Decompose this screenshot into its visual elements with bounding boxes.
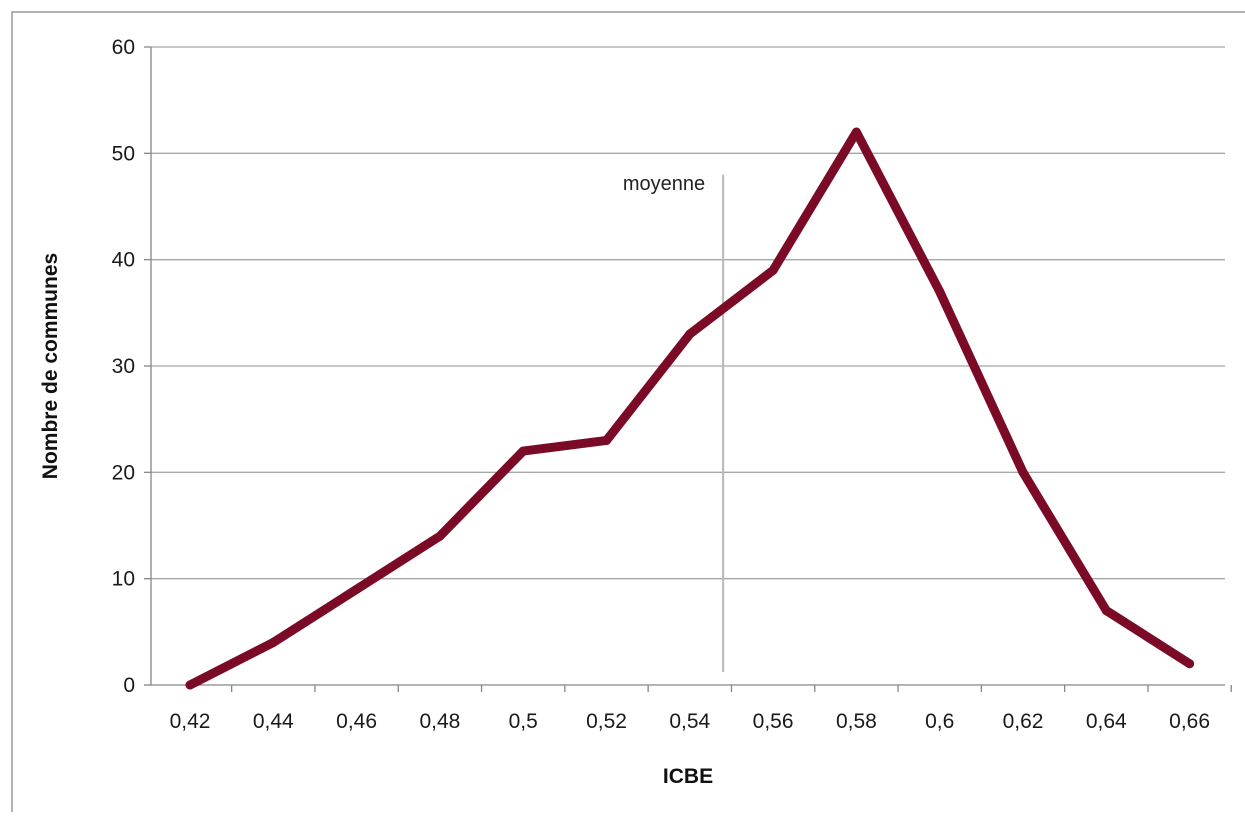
data-point bbox=[1101, 606, 1111, 616]
x-tick-label: 0,64 bbox=[1086, 710, 1127, 733]
data-point bbox=[768, 265, 778, 275]
x-tick-label: 0,5 bbox=[509, 710, 538, 733]
data-point bbox=[352, 584, 362, 594]
series-line bbox=[185, 127, 1195, 690]
data-point bbox=[602, 435, 611, 445]
x-tick-label: 0,44 bbox=[253, 710, 294, 733]
axes bbox=[144, 46, 1232, 692]
x-tick-label: 0,42 bbox=[170, 710, 211, 733]
x-tick-labels: 0,42 0,44 0,46 0,48 0,5 0,52 0,54 0,56 0,58 0,6 0,… bbox=[170, 710, 1210, 733]
grid-lines bbox=[151, 46, 1225, 580]
mean-annotation: moyenne bbox=[623, 173, 725, 672]
data-point bbox=[935, 287, 945, 297]
data-point bbox=[685, 329, 695, 339]
data-point bbox=[851, 127, 861, 137]
y-tick-label: 0 bbox=[123, 674, 135, 697]
x-tick-label: 0,46 bbox=[336, 710, 377, 733]
x-tick-label: 0,62 bbox=[1003, 710, 1044, 733]
y-tick-label: 60 bbox=[112, 36, 135, 59]
y-tick-label: 20 bbox=[112, 461, 135, 484]
series-layer bbox=[185, 127, 1195, 690]
x-tick-label: 0,56 bbox=[753, 710, 794, 733]
x-tick-label: 0,54 bbox=[669, 710, 710, 733]
x-tick-label: 0,6 bbox=[925, 710, 954, 733]
x-tick-label: 0,58 bbox=[836, 710, 877, 733]
data-point bbox=[435, 531, 445, 541]
data-point bbox=[1018, 467, 1028, 477]
mean-label: moyenne bbox=[623, 173, 705, 195]
y-axis-title: Nombre de communes bbox=[39, 253, 62, 479]
data-point bbox=[185, 680, 195, 690]
data-point bbox=[518, 446, 528, 456]
y-tick-label: 40 bbox=[112, 249, 135, 272]
x-axis-title: ICBE bbox=[663, 765, 713, 788]
x-tick-label: 0,52 bbox=[586, 710, 627, 733]
x-tick-label: 0,66 bbox=[1169, 710, 1210, 733]
data-point bbox=[1185, 659, 1195, 669]
y-tick-label: 50 bbox=[112, 142, 135, 165]
y-tick-labels: 0 10 20 30 40 50 60 bbox=[112, 36, 135, 697]
y-tick-label: 30 bbox=[112, 355, 135, 378]
chart-border bbox=[11, 11, 1245, 817]
x-tick-label: 0,48 bbox=[419, 710, 460, 733]
y-tick-label: 10 bbox=[112, 568, 135, 591]
data-point bbox=[268, 637, 278, 647]
